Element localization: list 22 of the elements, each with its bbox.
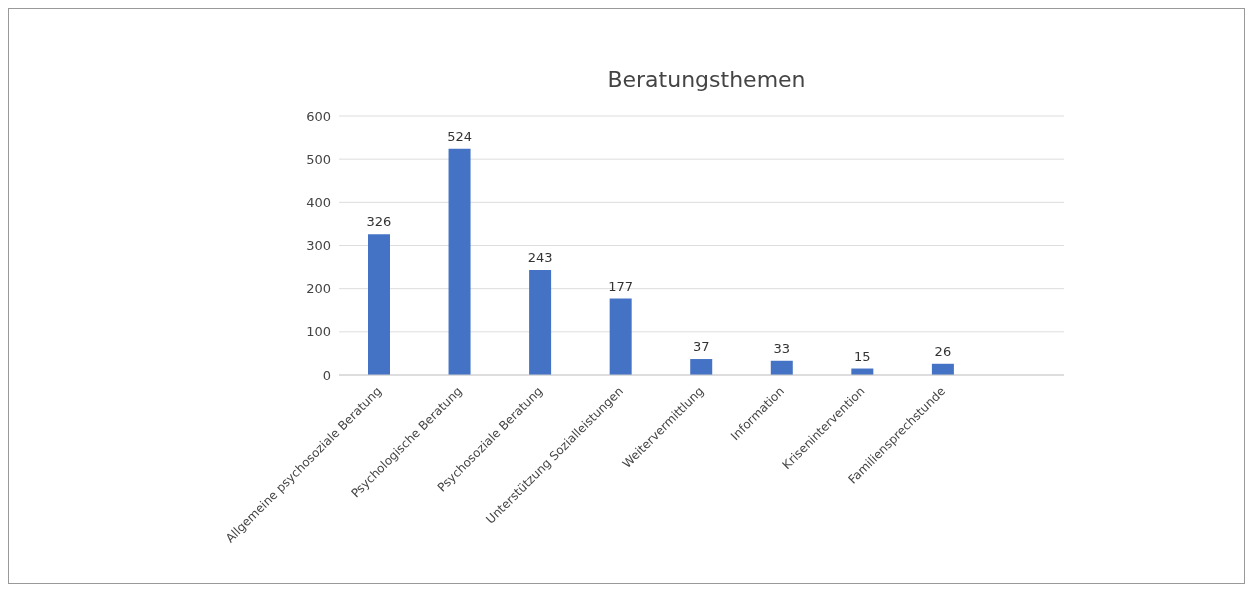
- y-tick-label: 100: [306, 324, 331, 340]
- y-tick-label: 200: [306, 281, 331, 297]
- data-label: 177: [608, 278, 634, 294]
- y-tick-label: 600: [306, 108, 331, 124]
- data-label: 26: [934, 343, 952, 359]
- bar: [529, 270, 552, 375]
- data-label: 15: [854, 348, 871, 364]
- y-tick-label: 500: [306, 151, 331, 167]
- data-label: 33: [773, 340, 791, 356]
- bar: [368, 234, 390, 375]
- y-tick-label: 400: [306, 194, 331, 210]
- bar: [609, 298, 632, 375]
- bar: [770, 360, 793, 375]
- chart-title: Beratungsthemen: [606, 67, 807, 92]
- bar: [690, 359, 713, 375]
- data-label: 37: [692, 339, 710, 355]
- data-label: 243: [527, 250, 553, 266]
- y-tick-label: 300: [306, 238, 331, 254]
- data-label: 524: [447, 128, 472, 144]
- bar: [448, 148, 471, 375]
- data-label: 326: [366, 214, 392, 230]
- y-tick-label: 0: [322, 367, 331, 383]
